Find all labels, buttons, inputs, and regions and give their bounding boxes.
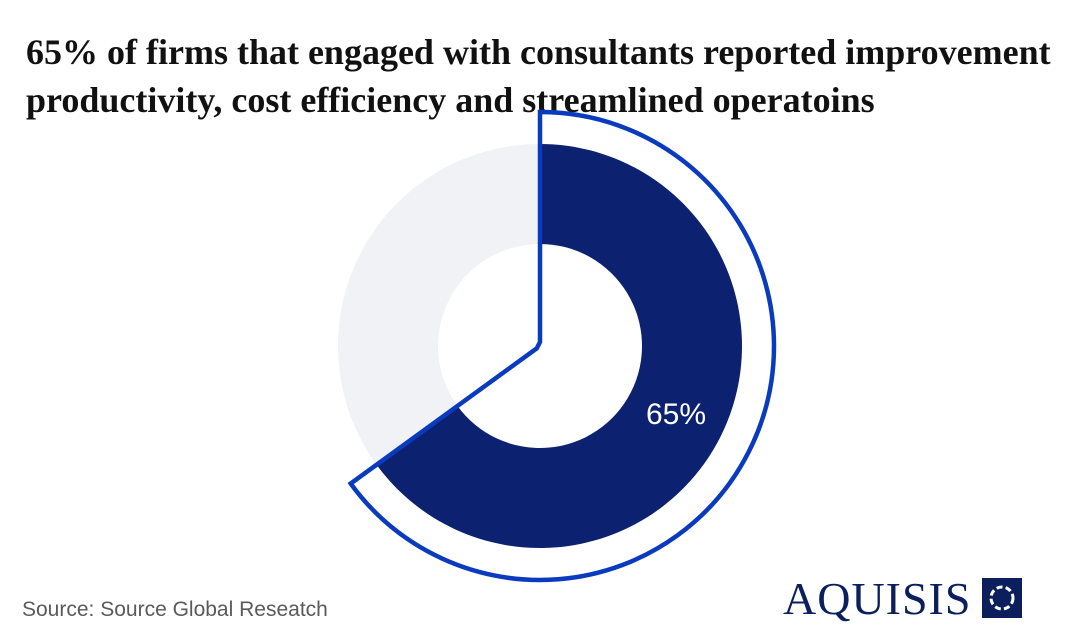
- source-note: Source: Source Global Reseatch: [22, 598, 328, 621]
- brand-logo: AQUISIS: [783, 568, 1023, 628]
- aquisis-logo-icon: [982, 578, 1023, 618]
- donut-slice-reported-improvement: [376, 144, 742, 548]
- donut-slice-highlight-outline: [347, 109, 777, 583]
- donut-slice-other: [338, 144, 540, 465]
- chart-title: 65% of firms that engaged with consultan…: [26, 32, 1051, 120]
- donut-slice-label: 65%: [646, 398, 706, 431]
- brand-name: AQUISIS: [783, 572, 972, 624]
